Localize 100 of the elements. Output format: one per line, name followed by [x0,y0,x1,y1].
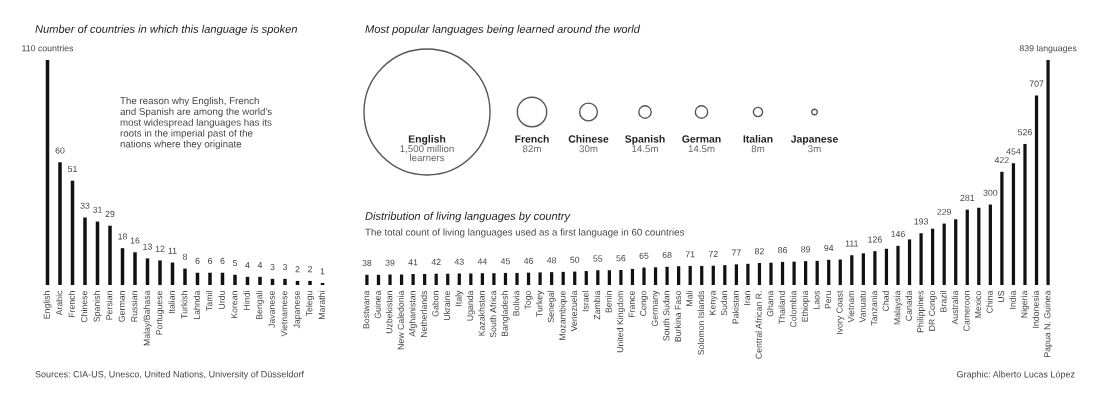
bar [907,239,912,285]
bar [780,261,785,285]
data-label: 45 [500,258,510,265]
bar [711,265,715,285]
x-tick-label: Telegu [305,291,315,317]
x-tick-label: Russian [130,291,138,322]
x-tick-label: Colombia [790,290,797,328]
bar [434,273,438,285]
data-label: 454 [1006,148,1021,155]
bar [619,269,623,285]
x-tick-label: Benin [605,291,612,313]
category-label: German [682,135,721,143]
x-tick-label: Portuguese [156,290,165,335]
data-label: 31 [92,206,102,213]
bar [988,204,992,285]
bar [158,260,162,285]
x-tick-label: Canada [905,290,912,321]
x-tick-label: Bostwana [363,290,370,329]
x-tick-label: Turkey [536,290,545,317]
data-label: 110 countries [22,44,74,52]
x-tick-label: Venezuela [570,290,578,332]
x-tick-label: Bolivia [512,290,520,316]
data-label: 2 [295,266,300,273]
x-tick-label: France [628,290,635,318]
text: Distribution of living languages by country [365,211,571,223]
bar [884,248,889,285]
bar [480,273,484,285]
x-tick-label: Guinea [374,290,381,319]
data-label: 43 [454,258,464,265]
bar [526,272,531,285]
data-label: 33 [80,202,90,209]
x-tick-label: Chad [882,291,889,312]
x-tick-label: Iran [744,291,751,305]
bar [965,209,969,285]
x-tick-label: Javanese [268,290,275,328]
bar [757,263,762,285]
data-label: 48 [546,257,557,264]
bar [133,252,137,285]
data-label: 94 [824,244,834,252]
data-label: 65 [639,252,649,259]
x-tick-label: Marathi [318,291,325,320]
x-tick-label: Netherlands [420,290,427,338]
data-label: 16 [130,237,140,244]
bar [1023,143,1027,285]
x-tick-label: Persian [105,291,113,320]
data-label: 3 [282,263,288,271]
bar [258,276,262,285]
x-tick-label: Chinese [80,290,88,323]
x-tick-label: South Sudan [663,291,670,341]
data-label: 82m [522,145,541,153]
data-label: 46 [523,257,534,264]
bar [838,259,842,285]
x-tick-label: Italian [168,291,175,314]
data-label: 422 [994,156,1009,164]
data-label: 72 [708,250,718,257]
category-label: Italian [743,135,773,143]
x-tick-label: Ghana [766,290,774,317]
x-tick-label: Ethiopia [801,290,810,322]
bar [630,268,635,285]
bar [58,162,62,285]
data-label: 30m [579,145,598,153]
bar [931,228,935,285]
data-label: 146 [891,230,905,238]
data-label: 8m [751,145,765,153]
bar [873,251,877,285]
bar [573,271,577,285]
x-tick-label: Bangladesh [501,291,510,337]
x-tick-label: Mali [686,291,693,306]
bar [827,259,831,285]
bar [492,273,496,285]
x-tick-label: Senegal [547,291,556,323]
data-label: 82 [754,248,764,255]
x-tick-label: Vietnam [847,291,855,323]
annotation: The reason why English, French and Spanish are among the world's most widespread languages has its roots in the imperial past of the nations where they originate [120,97,272,150]
x-tick-label: Japanese [293,290,302,329]
data-label: 229 [937,208,952,215]
category-label: English [408,135,446,145]
x-tick-label: Lahnda [193,290,200,320]
bar [515,272,519,285]
category-label: Chinese [568,135,609,143]
bar [233,274,237,285]
x-tick-label: Malaysia [893,290,903,325]
bar [457,273,461,285]
x-tick-label: Peru [824,291,832,309]
x-tick-label: Bengali [255,291,265,320]
bar [607,270,611,285]
bar [942,223,946,285]
data-label: 126 [868,236,882,243]
x-tick-label: US [998,290,1005,303]
data-label: 4 [245,262,250,269]
bar [769,262,773,285]
bar [108,225,112,285]
bar [815,260,819,285]
bar [83,217,87,285]
bar [411,274,415,285]
bar [365,274,369,285]
data-label: 71 [685,251,695,258]
bar [977,207,981,285]
bar [896,245,900,285]
x-tick-label: Togo [524,290,533,310]
